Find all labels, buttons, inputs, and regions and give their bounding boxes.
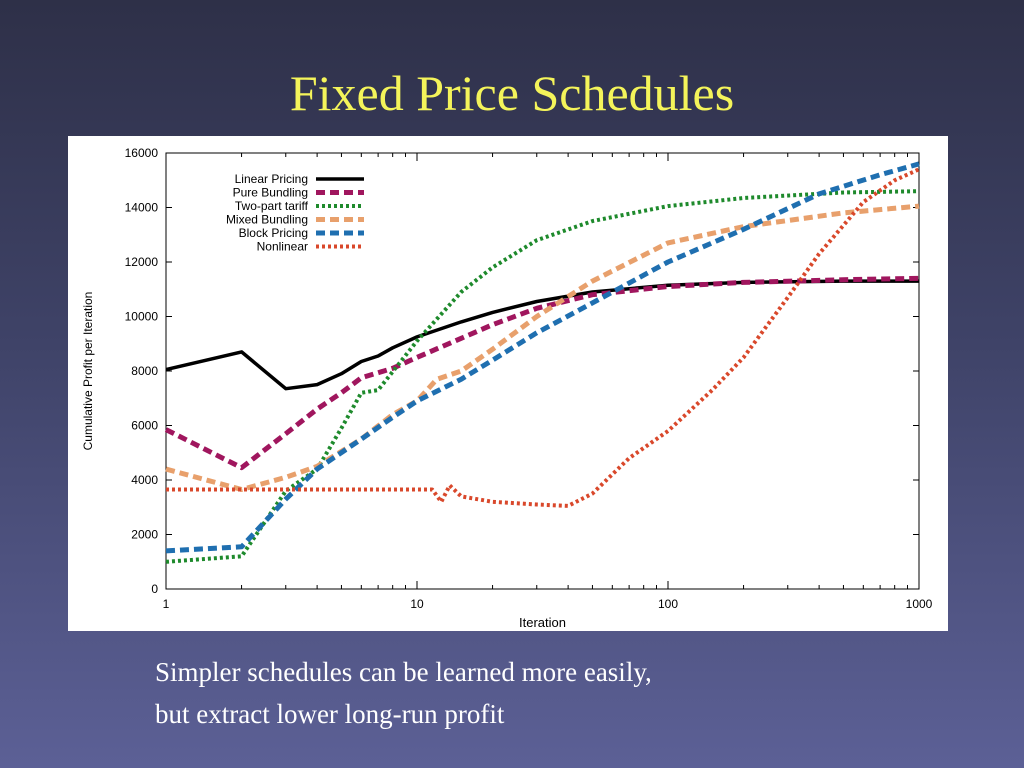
x-tick-label: 1 <box>163 597 170 611</box>
y-tick-label: 8000 <box>131 364 158 378</box>
line-chart: 0 2000 4000 6000 8000 10000 12000 14000 16000 1 10… <box>81 146 933 630</box>
x-axis-label: Iteration <box>519 615 566 630</box>
caption-line: but extract lower long-run profit <box>155 699 505 729</box>
legend-label: Two-part tariff <box>235 199 309 213</box>
series-line-block-pricing <box>165 161 920 554</box>
legend-label: Pure Bundling <box>233 186 308 200</box>
y-tick-label: 2000 <box>131 528 158 542</box>
y-tick-label: 16000 <box>125 146 159 160</box>
y-tick-label: 0 <box>151 582 158 596</box>
chart-panel: 0 2000 4000 6000 8000 10000 12000 14000 16000 1 10… <box>68 136 948 631</box>
x-tick-label: 10 <box>410 597 424 611</box>
y-axis-label: Cumulative Profit per Iteration <box>81 292 95 451</box>
series-line-pure-bundling <box>164 275 920 471</box>
series-line-linear-pricing <box>165 279 919 391</box>
legend-label: Mixed Bundling <box>226 213 308 227</box>
slide-caption: Simpler schedules can be learned more ea… <box>155 651 915 735</box>
y-tick-label: 14000 <box>125 201 159 215</box>
series-line-two-part-tariff <box>165 189 920 564</box>
y-tick-label: 6000 <box>131 419 158 433</box>
legend-label: Nonlinear <box>257 240 308 254</box>
x-tick-label: 100 <box>658 597 678 611</box>
y-tick-label: 4000 <box>131 473 158 487</box>
legend-label: Linear Pricing <box>235 172 308 186</box>
series-line-mixed-bundling <box>165 203 920 492</box>
caption-line: Simpler schedules can be learned more ea… <box>155 657 652 687</box>
x-tick-label: 1000 <box>906 597 933 611</box>
y-tick-label: 10000 <box>125 310 159 324</box>
legend-label: Block Pricing <box>239 226 308 240</box>
y-tick-label: 12000 <box>125 255 159 269</box>
series-group <box>164 161 920 564</box>
slide-title: Fixed Price Schedules <box>289 65 735 121</box>
axes-group: 0 2000 4000 6000 8000 10000 12000 14000 16000 1 10… <box>81 146 933 630</box>
